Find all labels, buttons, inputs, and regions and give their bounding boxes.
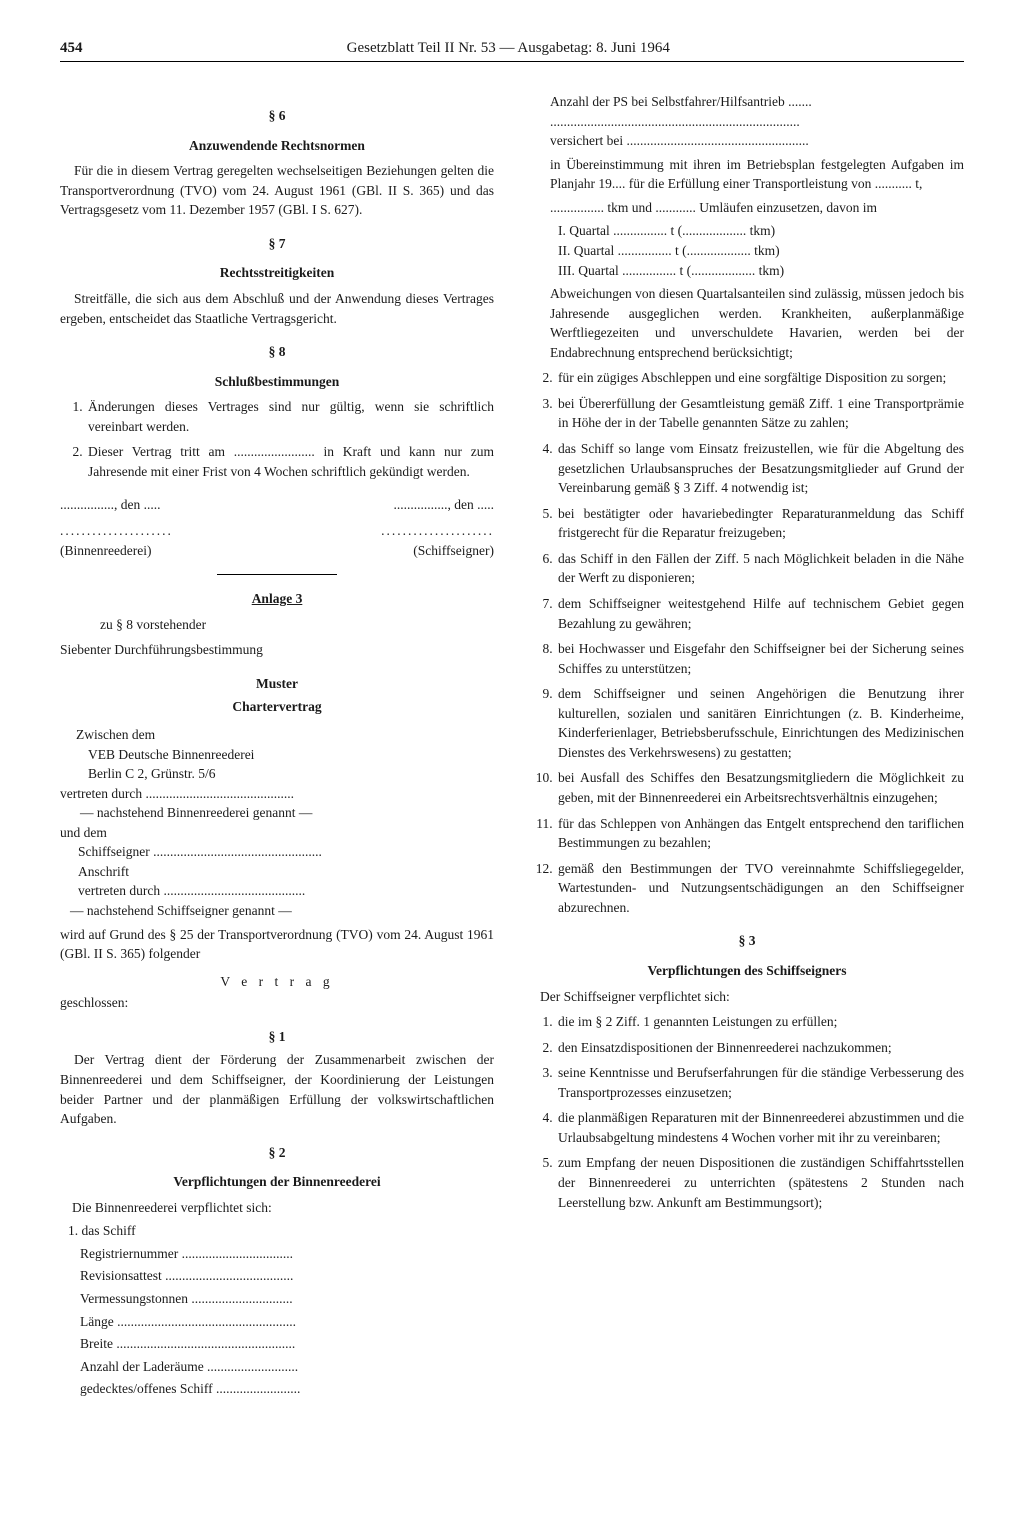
- item-1-text: das Schiff: [82, 1223, 136, 1238]
- section-1-number: § 1: [60, 1027, 494, 1047]
- s2-item-11: für das Schleppen von Anhängen das Entge…: [556, 814, 964, 853]
- field-laderaeume: Anzahl der Laderäume ...................…: [80, 1357, 494, 1377]
- running-header: 454 Gesetzblatt Teil II Nr. 53 — Ausgabe…: [60, 40, 964, 62]
- veb-line-1: VEB Deutsche Binnenreederei: [88, 745, 494, 765]
- chartervertrag-heading: Chartervertrag: [60, 697, 494, 717]
- planjahr-paragraph: in Übereinstimmung mit ihren im Betriebs…: [550, 155, 964, 194]
- section-8-heading: Schlußbestimmungen: [60, 372, 494, 392]
- quartal-1: I. Quartal ................ t (.........…: [558, 221, 964, 241]
- vertrag-word: V e r t r a g: [60, 972, 494, 992]
- nachstehend-2: — nachstehend Schiffseigner genannt —: [70, 901, 494, 921]
- s2-item-12: gemäß den Bestimmungen der TVO vereinnah…: [556, 859, 964, 918]
- section-8-item-2: Dieser Vertrag tritt am ................…: [86, 442, 494, 481]
- und-dem: und dem: [60, 823, 494, 843]
- zwischen-label: Zwischen dem: [76, 725, 494, 745]
- muster-heading: Muster: [60, 674, 494, 694]
- section-3-number: § 3: [530, 931, 964, 951]
- veb-line-2: Berlin C 2, Grünstr. 5/6: [88, 764, 494, 784]
- header-title: Gesetzblatt Teil II Nr. 53 — Ausgabetag:…: [83, 40, 935, 57]
- divider-rule: [217, 574, 337, 575]
- section-7-number: § 7: [60, 234, 494, 254]
- section-8-list: Änderungen dieses Vertrages sind nur gül…: [60, 397, 494, 481]
- section-2-list-continued: für ein zügiges Abschleppen und eine sor…: [530, 368, 964, 917]
- s2-item-8: bei Hochwasser und Eisgefahr den Schiffs…: [556, 639, 964, 678]
- section-1-body: Der Vertrag dient der Förderung der Zusa…: [60, 1050, 494, 1128]
- section-2-number: § 2: [60, 1143, 494, 1163]
- section-6-heading: Anzuwendende Rechtsnormen: [60, 136, 494, 156]
- geschlossen: geschlossen:: [60, 993, 494, 1013]
- grund-paragraph: wird auf Grund des § 25 der Transportver…: [60, 925, 494, 964]
- versichert-line: versichert bei .........................…: [550, 131, 964, 151]
- s2-item-9: dem Schiffseigner und seinen Angehörigen…: [556, 684, 964, 762]
- s3-item-3: seine Kenntnisse und Berufserfahrungen f…: [556, 1063, 964, 1102]
- s2-item-2: für ein zügiges Abschleppen und eine sor…: [556, 368, 964, 388]
- anlage-sub-2: Siebenter Durchführungsbestimmung: [60, 640, 494, 660]
- field-gedeckt: gedecktes/offenes Schiff ...............…: [80, 1379, 494, 1399]
- section-2-intro: Die Binnenreederei verpflichtet sich:: [72, 1198, 494, 1218]
- anschrift-label: Anschrift: [78, 862, 494, 882]
- signature-date-left: ................, den .....: [60, 495, 268, 515]
- tkm-paragraph: ................ tkm und ............ Um…: [550, 198, 964, 218]
- party-block: Zwischen dem VEB Deutsche Binnenreederei…: [76, 725, 494, 784]
- section-7-heading: Rechtsstreitigkeiten: [60, 263, 494, 283]
- signature-line-right: .....................: [286, 521, 494, 541]
- s3-item-5: zum Empfang der neuen Dispositionen die …: [556, 1153, 964, 1212]
- section-2-heading: Verpflichtungen der Binnenreederei: [60, 1172, 494, 1192]
- section-8-item-1: Änderungen dieses Vertrages sind nur gül…: [86, 397, 494, 436]
- s2-item-10: bei Ausfall des Schiffes den Besatzungsm…: [556, 768, 964, 807]
- page-number: 454: [60, 40, 83, 57]
- s3-item-4: die planmäßigen Reparaturen mit der Binn…: [556, 1108, 964, 1147]
- section-6-number: § 6: [60, 106, 494, 126]
- section-3-intro: Der Schiffseigner verpflichtet sich:: [540, 987, 964, 1007]
- s2-item-3: bei Übererfüllung der Gesamtleistung gem…: [556, 394, 964, 433]
- section-7-body: Streitfälle, die sich aus dem Abschluß u…: [60, 289, 494, 328]
- field-vermessungstonnen: Vermessungstonnen ......................…: [80, 1289, 494, 1309]
- nachstehend-1: — nachstehend Binnenreederei genannt —: [80, 803, 494, 823]
- s2-item-4: das Schiff so lange vom Einsatz freizust…: [556, 439, 964, 498]
- s3-item-1: die im § 2 Ziff. 1 genannten Leistungen …: [556, 1012, 964, 1032]
- blank-line: ........................................…: [550, 112, 964, 132]
- signature-row-labels: (Binnenreederei) (Schiffseigner): [60, 541, 494, 561]
- section-3-list: die im § 2 Ziff. 1 genannten Leistungen …: [530, 1012, 964, 1212]
- field-breite: Breite .................................…: [80, 1334, 494, 1354]
- content-columns: § 6 Anzuwendende Rechtsnormen Für die in…: [60, 92, 964, 1402]
- right-column: Anzahl der PS bei Selbstfahrer/Hilfsantr…: [530, 92, 964, 1402]
- section-3-heading: Verpflichtungen des Schiffseigners: [530, 961, 964, 981]
- s3-item-2: den Einsatzdispositionen der Binnenreede…: [556, 1038, 964, 1058]
- left-column: § 6 Anzuwendende Rechtsnormen Für die in…: [60, 92, 494, 1402]
- field-registriernummer: Registriernummer .......................…: [80, 1244, 494, 1264]
- vertreten-2: vertreten durch ........................…: [78, 881, 494, 901]
- s2-item-5: bei bestätigter oder havariebedingter Re…: [556, 504, 964, 543]
- schiffseigner-line: Schiffseigner ..........................…: [78, 842, 494, 862]
- signature-label-right: (Schiffseigner): [286, 541, 494, 561]
- section-2-item-1-lead: 1. das Schiff: [68, 1221, 494, 1241]
- field-revisionsattest: Revisionsattest ........................…: [80, 1266, 494, 1286]
- field-laenge: Länge ..................................…: [80, 1312, 494, 1332]
- quartal-3: III. Quartal ................ t (.......…: [558, 261, 964, 281]
- anlage-sub-1: zu § 8 vorstehender: [100, 615, 494, 635]
- s2-item-7: dem Schiffseigner weitestgehend Hilfe au…: [556, 594, 964, 633]
- signature-row-dates: ................, den ..... ............…: [60, 495, 494, 515]
- signature-label-left: (Binnenreederei): [60, 541, 268, 561]
- section-6-body: Für die in diesem Vertrag geregelten wec…: [60, 161, 494, 220]
- s2-item-6: das Schiff in den Fällen der Ziff. 5 nac…: [556, 549, 964, 588]
- anlage-heading: Anlage 3: [60, 589, 494, 609]
- page: 454 Gesetzblatt Teil II Nr. 53 — Ausgabe…: [0, 0, 1024, 1462]
- ps-line: Anzahl der PS bei Selbstfahrer/Hilfsantr…: [550, 92, 964, 112]
- quartal-2: II. Quartal ................ t (........…: [558, 241, 964, 261]
- signature-row-dots: ..................... ..................…: [60, 521, 494, 541]
- signature-date-right: ................, den .....: [286, 495, 494, 515]
- signature-line-left: .....................: [60, 521, 268, 541]
- abweichungen-paragraph: Abweichungen von diesen Quartalsanteilen…: [550, 284, 964, 362]
- vertreten-1: vertreten durch ........................…: [60, 784, 494, 804]
- section-8-number: § 8: [60, 342, 494, 362]
